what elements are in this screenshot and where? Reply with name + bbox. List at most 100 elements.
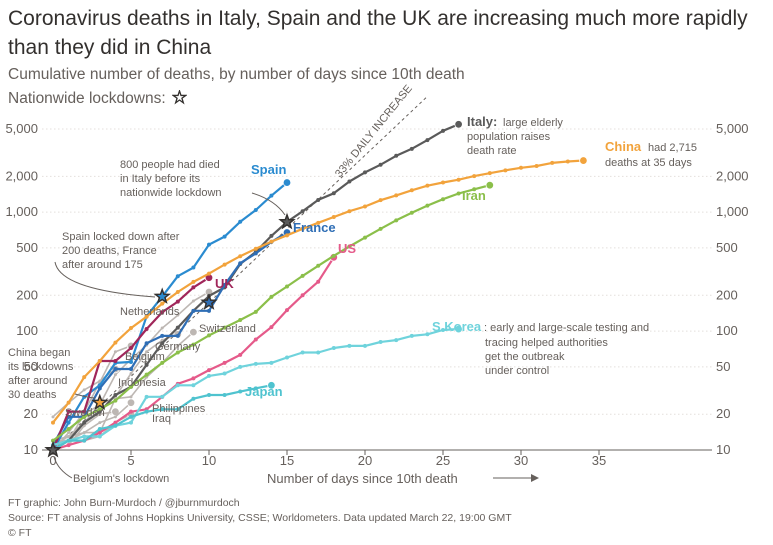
- data-point: [425, 138, 430, 143]
- data-point: [191, 265, 196, 270]
- data-point: [441, 180, 445, 185]
- italy-annotation-cont: population raises death rate: [467, 131, 551, 157]
- data-point: [97, 434, 102, 439]
- italy-lockdown-connector: [251, 192, 286, 216]
- series-points-iran: [51, 183, 492, 443]
- data-point: [51, 438, 55, 443]
- data-point: [67, 434, 71, 438]
- data-point: [66, 427, 71, 432]
- data-point: [253, 386, 258, 391]
- data-point: [331, 191, 336, 196]
- skorea-label: S Korea: [432, 319, 482, 334]
- data-point: [66, 400, 71, 405]
- series-end-marker: [189, 327, 198, 337]
- x-tick-label: 15: [280, 453, 294, 468]
- series-line-spain: [52, 181, 288, 451]
- x-tick-label: 25: [436, 453, 450, 468]
- data-point: [82, 431, 86, 435]
- data-point: [222, 262, 227, 267]
- y-tick-label: 2,000: [5, 168, 38, 183]
- data-point: [191, 285, 196, 290]
- data-point: [378, 162, 383, 167]
- data-point: [394, 193, 399, 198]
- data-point: [347, 244, 352, 249]
- y-tick-label: 500: [16, 240, 38, 255]
- data-point: [98, 379, 102, 383]
- data-point: [253, 207, 258, 212]
- italy-annotation: large elderly: [503, 117, 563, 129]
- data-point: [175, 350, 180, 355]
- data-point: [113, 350, 117, 354]
- y-tick-label: 500: [716, 240, 738, 255]
- data-point: [207, 393, 211, 398]
- data-point: [222, 234, 227, 239]
- y-tick-label: 100: [16, 323, 38, 338]
- chart-title: Coronavirus deaths in Italy, Spain and t…: [8, 7, 748, 59]
- series-label-iran: Iran: [462, 188, 486, 203]
- data-point: [113, 340, 118, 345]
- reference-line-label: 33% DAILY INCREASE: [333, 83, 415, 180]
- data-point: [160, 360, 165, 365]
- series-label-germany: Germany: [155, 341, 201, 353]
- series-label-iraq: Iraq: [152, 413, 171, 425]
- data-point: [66, 443, 71, 448]
- data-point: [441, 328, 445, 333]
- data-point: [472, 174, 477, 179]
- data-point: [285, 284, 289, 289]
- data-point: [472, 187, 477, 192]
- data-point: [175, 407, 180, 412]
- data-point: [160, 301, 165, 306]
- series-label-us: US: [338, 241, 356, 256]
- data-point: [363, 170, 367, 175]
- series-end-marker: [267, 381, 276, 390]
- data-point: [113, 366, 118, 371]
- data-point: [425, 203, 430, 208]
- data-point: [394, 153, 399, 158]
- data-point: [144, 394, 149, 399]
- data-point: [191, 299, 195, 303]
- data-point: [316, 197, 321, 202]
- china-label: China: [605, 139, 642, 154]
- data-point: [269, 294, 274, 299]
- data-point: [51, 415, 55, 419]
- star-icon: [171, 88, 188, 105]
- data-point: [222, 360, 227, 365]
- data-point: [176, 313, 180, 317]
- data-point: [394, 218, 399, 223]
- series-label-philippines: Philippines: [152, 403, 206, 415]
- data-point: [207, 242, 211, 247]
- data-point: [82, 420, 87, 425]
- data-point: [285, 233, 289, 238]
- data-point: [300, 226, 305, 231]
- footer-source: Source: FT analysis of Johns Hopkins Uni…: [8, 512, 512, 524]
- china-lockdown-connector: [74, 393, 96, 399]
- x-axis-label: Number of days since 10th death: [267, 471, 458, 486]
- data-point: [363, 204, 367, 209]
- data-point: [82, 438, 87, 443]
- data-point: [409, 210, 414, 215]
- data-point: [113, 423, 118, 428]
- y-tick-label: 5,000: [5, 121, 38, 136]
- data-point: [238, 389, 243, 394]
- data-point: [113, 398, 118, 403]
- data-point: [145, 350, 149, 354]
- lockdown-legend-label: Nationwide lockdowns:: [8, 90, 166, 107]
- data-point: [238, 254, 243, 259]
- data-point: [144, 409, 149, 414]
- data-point: [378, 339, 383, 344]
- x-axis-arrowhead: [531, 474, 539, 482]
- y-tick-label: 1,000: [716, 204, 749, 219]
- series-line-france: [52, 231, 288, 446]
- data-point: [363, 343, 367, 348]
- data-point: [363, 235, 367, 240]
- data-point: [66, 409, 71, 414]
- data-point: [144, 372, 149, 377]
- data-point: [97, 427, 102, 432]
- data-point: [175, 274, 180, 279]
- data-point: [456, 177, 461, 182]
- data-point: [82, 414, 87, 419]
- italy-lockdown-note: 800 people had died in Italy before its na…: [120, 159, 222, 199]
- data-point: [207, 271, 211, 276]
- y-tick-label: 20: [716, 406, 730, 421]
